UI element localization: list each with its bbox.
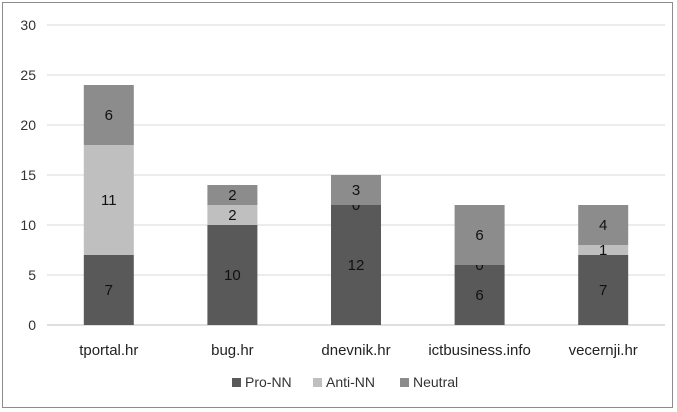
category-label: tportal.hr	[79, 342, 138, 359]
legend-label: Neutral	[413, 374, 458, 390]
bar-segment-pro-nn	[83, 255, 134, 325]
category-label: vecernji.hr	[569, 342, 638, 359]
y-axis: 0 5 10 15 20 25 30	[20, 17, 36, 333]
bar-segment-neutral	[578, 205, 629, 245]
legend-label: Anti-NN	[326, 374, 375, 390]
bar-segment-pro-nn	[207, 225, 258, 325]
data-label: 6	[105, 107, 113, 124]
legend-swatch-anti-nn	[313, 378, 322, 387]
data-label: 12	[348, 257, 365, 274]
data-label: 3	[352, 182, 360, 199]
y-tick-label: 15	[20, 167, 36, 183]
data-label: 11	[101, 192, 117, 209]
data-label: 7	[105, 282, 113, 299]
data-label: 6	[475, 287, 483, 304]
bar-segment-anti-nn	[207, 205, 258, 225]
data-label: 6	[475, 227, 483, 244]
bar-segment-neutral	[83, 85, 134, 145]
bar-segment-neutral	[207, 185, 258, 205]
x-axis: tportal.hr bug.hr dnevnik.hr ictbusiness.in…	[79, 342, 638, 359]
category-label: dnevnik.hr	[321, 342, 390, 359]
bar-segment-neutral	[454, 205, 505, 265]
legend-swatch-neutral	[400, 378, 409, 387]
data-label: 2	[228, 207, 236, 224]
gridlines	[47, 24, 665, 326]
y-tick-label: 10	[20, 217, 36, 233]
data-label: 10	[224, 267, 241, 284]
y-tick-label: 30	[20, 17, 36, 33]
data-label: 1	[599, 242, 607, 259]
data-label: 7	[599, 282, 607, 299]
y-tick-label: 25	[20, 67, 36, 83]
bar-segment-pro-nn	[331, 205, 381, 325]
y-tick-label: 0	[28, 317, 36, 333]
data-label: 0	[475, 257, 483, 274]
bar-segment-neutral	[331, 175, 381, 205]
data-label: 4	[599, 217, 607, 234]
legend-label: Pro-NN	[245, 374, 292, 390]
data-label: 0	[352, 197, 360, 214]
category-label: ictbusiness.info	[428, 342, 531, 359]
bar-segment-anti-nn	[83, 145, 134, 255]
legend-swatch-pro-nn	[232, 378, 241, 387]
bar-segment-pro-nn	[454, 265, 505, 325]
category-label: bug.hr	[211, 342, 254, 359]
y-tick-label: 20	[20, 117, 36, 133]
y-tick-label: 5	[28, 267, 36, 283]
legend: Pro-NN Anti-NN Neutral	[232, 374, 458, 390]
bar-segment-pro-nn	[578, 255, 629, 325]
bar-segment-anti-nn	[578, 245, 629, 255]
data-label: 2	[228, 187, 236, 204]
